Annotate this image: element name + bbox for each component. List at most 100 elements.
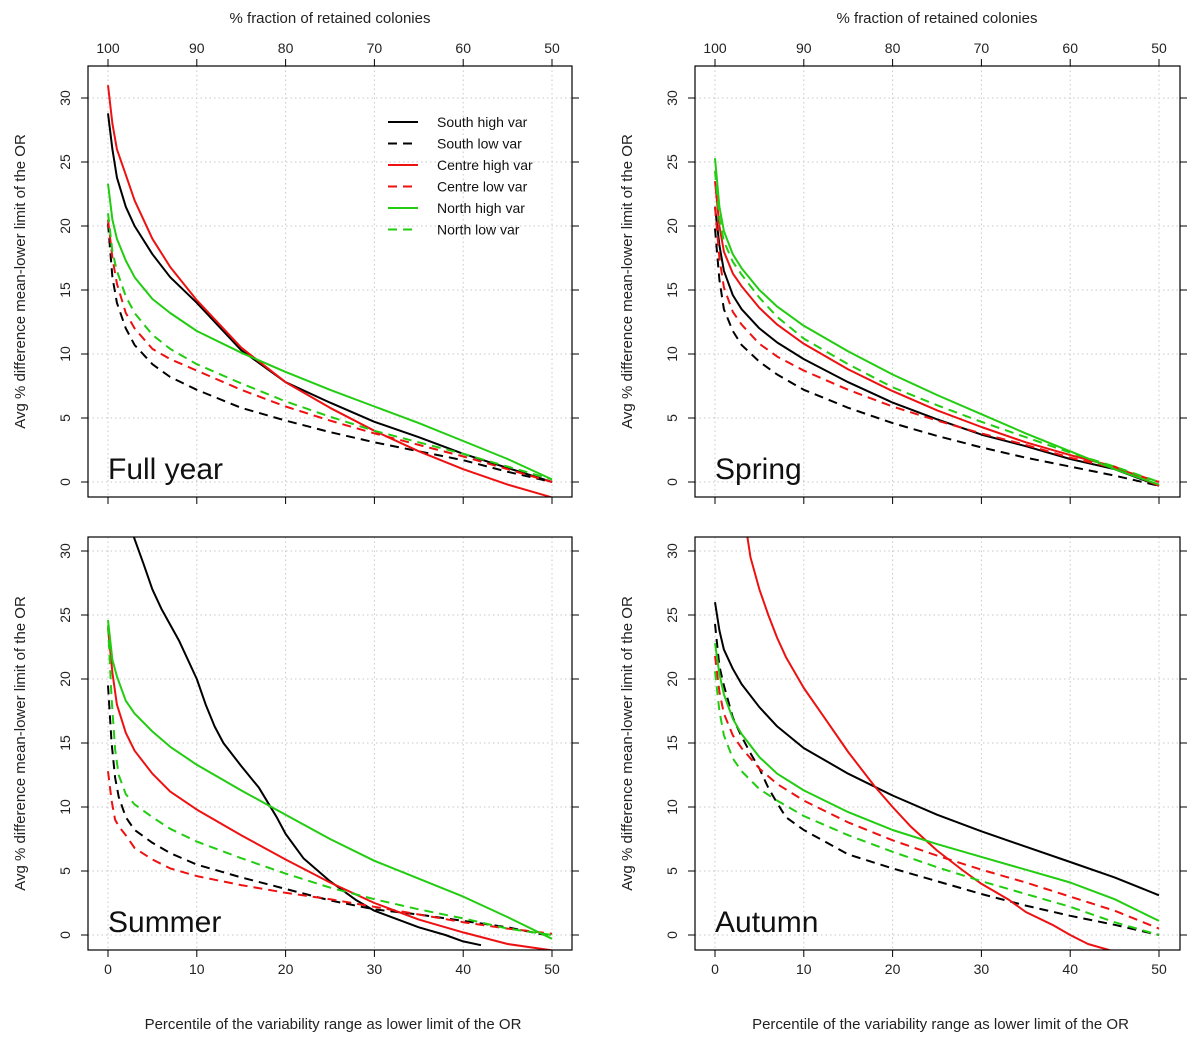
y-tick-label: 0: [664, 931, 680, 939]
series-line-3: [107, 627, 553, 950]
legend-label: South high var: [437, 114, 528, 130]
top-axis-title: % fraction of retained colonies: [837, 10, 1038, 27]
series-line-3: [107, 85, 553, 497]
plot-frame: [694, 65, 1181, 498]
series-line-1: [714, 206, 1160, 487]
series-line-3: [746, 537, 1113, 950]
y-tick-label: 5: [57, 414, 73, 422]
y-tick-label: 20: [57, 218, 73, 234]
series-line-4: [107, 771, 553, 935]
y-tick-label: 10: [57, 346, 73, 362]
series-line-1: [714, 602, 1160, 897]
series-line-5: [107, 183, 553, 481]
y-tick-label: 20: [664, 218, 680, 234]
x-tick-label: 40: [455, 961, 471, 977]
series-line-4: [714, 206, 1160, 483]
legend-label: Centre low var: [437, 179, 528, 195]
top-tick-label: 50: [544, 40, 560, 56]
y-tick-label: 25: [664, 154, 680, 170]
panel-title: Full year: [108, 453, 223, 486]
y-tick-label: 30: [664, 90, 680, 106]
series-line-5: [714, 158, 1160, 486]
top-tick-label: 70: [367, 40, 383, 56]
y-tick-label: 20: [57, 671, 73, 687]
x-tick-label: 0: [104, 961, 112, 977]
top-tick-label: 90: [796, 40, 812, 56]
series-line-1: [107, 113, 553, 483]
y-tick-label: 25: [57, 154, 73, 170]
x-tick-label: 10: [796, 961, 812, 977]
series-line-1: [132, 537, 482, 947]
y-axis-title: Avg % difference mean-lower limit of the…: [12, 134, 29, 429]
top-tick-label: 80: [278, 40, 294, 56]
top-tick-label: 60: [1062, 40, 1078, 56]
x-tick-label: 40: [1062, 961, 1078, 977]
x-tick-label: 20: [885, 961, 901, 977]
y-axis-title: Avg % difference mean-lower limit of the…: [12, 596, 29, 891]
y-tick-label: 10: [57, 799, 73, 815]
top-tick-label: 90: [189, 40, 205, 56]
x-tick-label: 50: [1151, 961, 1167, 977]
y-tick-label: 15: [664, 735, 680, 751]
y-axis-title: Avg % difference mean-lower limit of the…: [619, 596, 636, 891]
y-tick-label: 5: [664, 867, 680, 875]
chart-panel-1: 100 90 80 70 60 50% fraction of retained colo…: [12, 10, 579, 504]
series-line-5: [714, 643, 1160, 922]
top-axis-title: % fraction of retained colonies: [230, 10, 431, 27]
top-tick-label: 50: [1151, 40, 1167, 56]
legend: South high var South low var Centre high v…: [388, 114, 533, 238]
top-tick-label: 100: [703, 40, 727, 56]
series-line-6: [107, 625, 553, 936]
y-tick-label: 5: [664, 414, 680, 422]
y-tick-label: 30: [57, 90, 73, 106]
y-tick-label: 0: [57, 931, 73, 939]
series-line-5: [107, 619, 553, 940]
plot-frame: [87, 65, 573, 498]
top-tick-label: 100: [96, 40, 120, 56]
series-line-4: [107, 219, 553, 483]
y-tick-label: 25: [57, 607, 73, 623]
chart-panel-3: 0 10 20 30 40 50 0 5 10 15 20 25 30 Avg % difference …: [12, 536, 579, 1033]
top-tick-label: 60: [455, 40, 471, 56]
panel-title: Autumn: [715, 906, 818, 939]
y-tick-label: 25: [664, 607, 680, 623]
series-line-2: [107, 685, 553, 938]
top-tick-label: 70: [974, 40, 990, 56]
series-line-2: [714, 623, 1160, 936]
series-line-4: [714, 655, 1160, 930]
y-tick-label: 0: [664, 478, 680, 486]
x-tick-label: 30: [367, 961, 383, 977]
series-line-6: [714, 170, 1160, 483]
x-tick-label: 10: [189, 961, 205, 977]
y-tick-label: 15: [664, 282, 680, 298]
legend-label: Centre high var: [437, 157, 533, 173]
chart-panel-2: 100 90 80 70 60 50% fraction of retained colo…: [619, 10, 1187, 504]
panel-title: Spring: [715, 453, 802, 486]
y-tick-label: 10: [664, 346, 680, 362]
x-tick-label: 20: [278, 961, 294, 977]
legend-label: North high var: [437, 200, 525, 216]
y-tick-label: 30: [664, 543, 680, 559]
series-line-6: [714, 671, 1160, 936]
legend-label: North low var: [437, 222, 520, 238]
y-tick-label: 0: [57, 478, 73, 486]
panel-title: Summer: [108, 906, 221, 939]
y-tick-label: 15: [57, 735, 73, 751]
y-tick-label: 20: [664, 671, 680, 687]
series-line-6: [107, 213, 553, 481]
series-line-3: [714, 181, 1160, 487]
x-axis-title: Percentile of the variability range as l…: [145, 1016, 522, 1033]
y-tick-label: 30: [57, 543, 73, 559]
chart-panel-4: 0 10 20 30 40 50 0 5 10 15 20 25 30 Avg % difference …: [619, 536, 1187, 1033]
y-tick-label: 5: [57, 867, 73, 875]
y-tick-label: 15: [57, 282, 73, 298]
x-axis-title: Percentile of the variability range as l…: [752, 1016, 1129, 1033]
x-tick-label: 0: [711, 961, 719, 977]
series-line-2: [714, 228, 1160, 487]
y-axis-title: Avg % difference mean-lower limit of the…: [619, 134, 636, 429]
x-tick-label: 50: [544, 961, 560, 977]
y-tick-label: 10: [664, 799, 680, 815]
legend-label: South low var: [437, 136, 522, 152]
top-tick-label: 80: [885, 40, 901, 56]
